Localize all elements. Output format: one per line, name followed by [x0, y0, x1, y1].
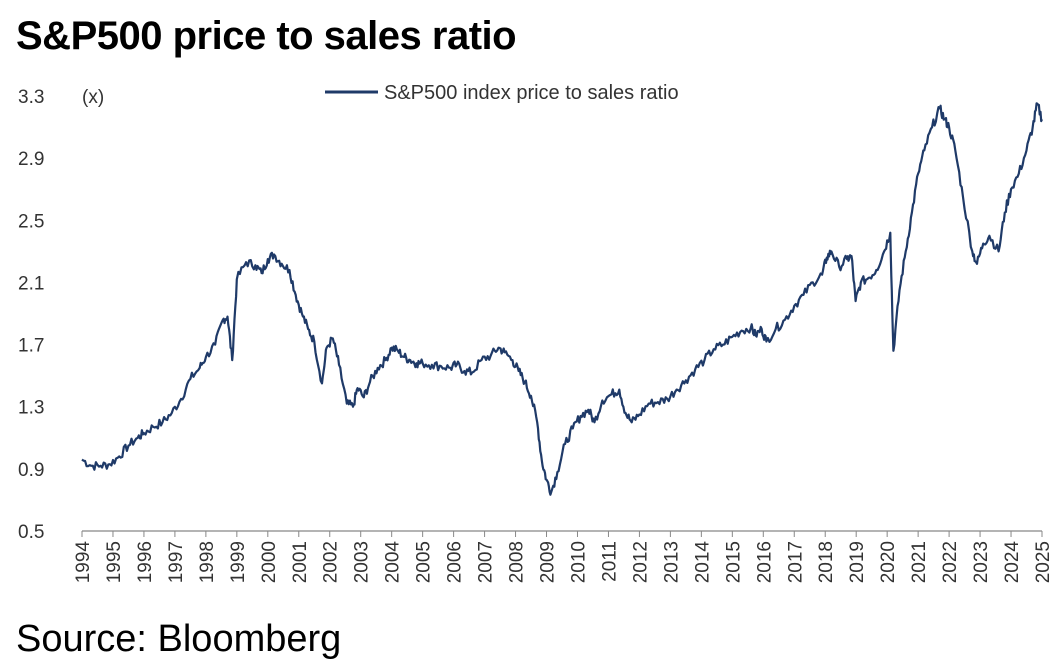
y-tick-label: 0.5 [18, 522, 44, 543]
x-tick-label: 2003 [352, 541, 373, 583]
x-tick-label: 2004 [383, 541, 404, 584]
x-tick-label: 2006 [445, 541, 466, 583]
x-tick-label: 2023 [971, 541, 992, 583]
series-line [81, 102, 1044, 496]
y-tick-label: 1.3 [18, 398, 44, 419]
x-tick-label: 2011 [599, 541, 620, 582]
x-tick-label: 2010 [568, 541, 589, 583]
y-tick-label: 1.7 [18, 336, 44, 357]
legend: S&P500 index price to sales ratio [325, 82, 679, 104]
x-tick-label: 2022 [940, 541, 961, 583]
x-tick-label: 2000 [259, 541, 280, 583]
x-tick-label: 2009 [538, 541, 559, 583]
source-note: Source: Bloomberg [16, 618, 342, 660]
x-tick-label: 2008 [507, 541, 528, 583]
x-tick-label: 1997 [166, 541, 187, 583]
x-tick-label: 2007 [476, 541, 497, 583]
x-tick-label: 2005 [414, 541, 435, 583]
x-tick-label: 1994 [73, 541, 94, 584]
x-tick-label: 2014 [692, 541, 713, 584]
y-tick-label: 2.5 [18, 211, 44, 232]
y-tick-label: 3.3 [18, 87, 44, 108]
y-tick-label: 0.9 [18, 460, 44, 481]
y-tick-label: 2.9 [18, 149, 44, 170]
legend-label: S&P500 index price to sales ratio [384, 82, 679, 104]
x-tick-label: 2018 [816, 541, 837, 583]
x-tick-label: 2021 [909, 541, 930, 583]
x-tick-label: 2017 [785, 541, 806, 583]
x-tick-label: 1995 [104, 541, 125, 583]
y-axis-unit-label: (x) [82, 87, 104, 108]
x-tick-label: 2012 [630, 541, 651, 583]
y-tick-label: 2.1 [18, 273, 44, 294]
chart-title: S&P500 price to sales ratio [16, 14, 517, 58]
x-tick-label: 2020 [878, 541, 899, 583]
x-tick-label: 2024 [1002, 541, 1023, 584]
x-tick-label: 2019 [847, 541, 868, 583]
x-tick-label: 1998 [197, 541, 218, 583]
x-tick-label: 1996 [135, 541, 156, 583]
x-tick-label: 2001 [290, 541, 311, 583]
x-tick-label: 2025 [1033, 541, 1054, 583]
y-axis-ticks: 0.5 0.9 1.3 1.7 2.1 2.5 2.9 3.3 [18, 87, 44, 543]
x-tick-label: 2002 [321, 541, 342, 583]
x-tick-label: 2016 [754, 541, 775, 583]
x-axis-ticks: 1994 1995 1996 1997 1998 1999 2000 2001 2002 2003… [73, 531, 1054, 583]
x-tick-label: 1999 [228, 541, 249, 583]
x-tick-label: 2015 [723, 541, 744, 583]
x-tick-label: 2013 [661, 541, 682, 583]
